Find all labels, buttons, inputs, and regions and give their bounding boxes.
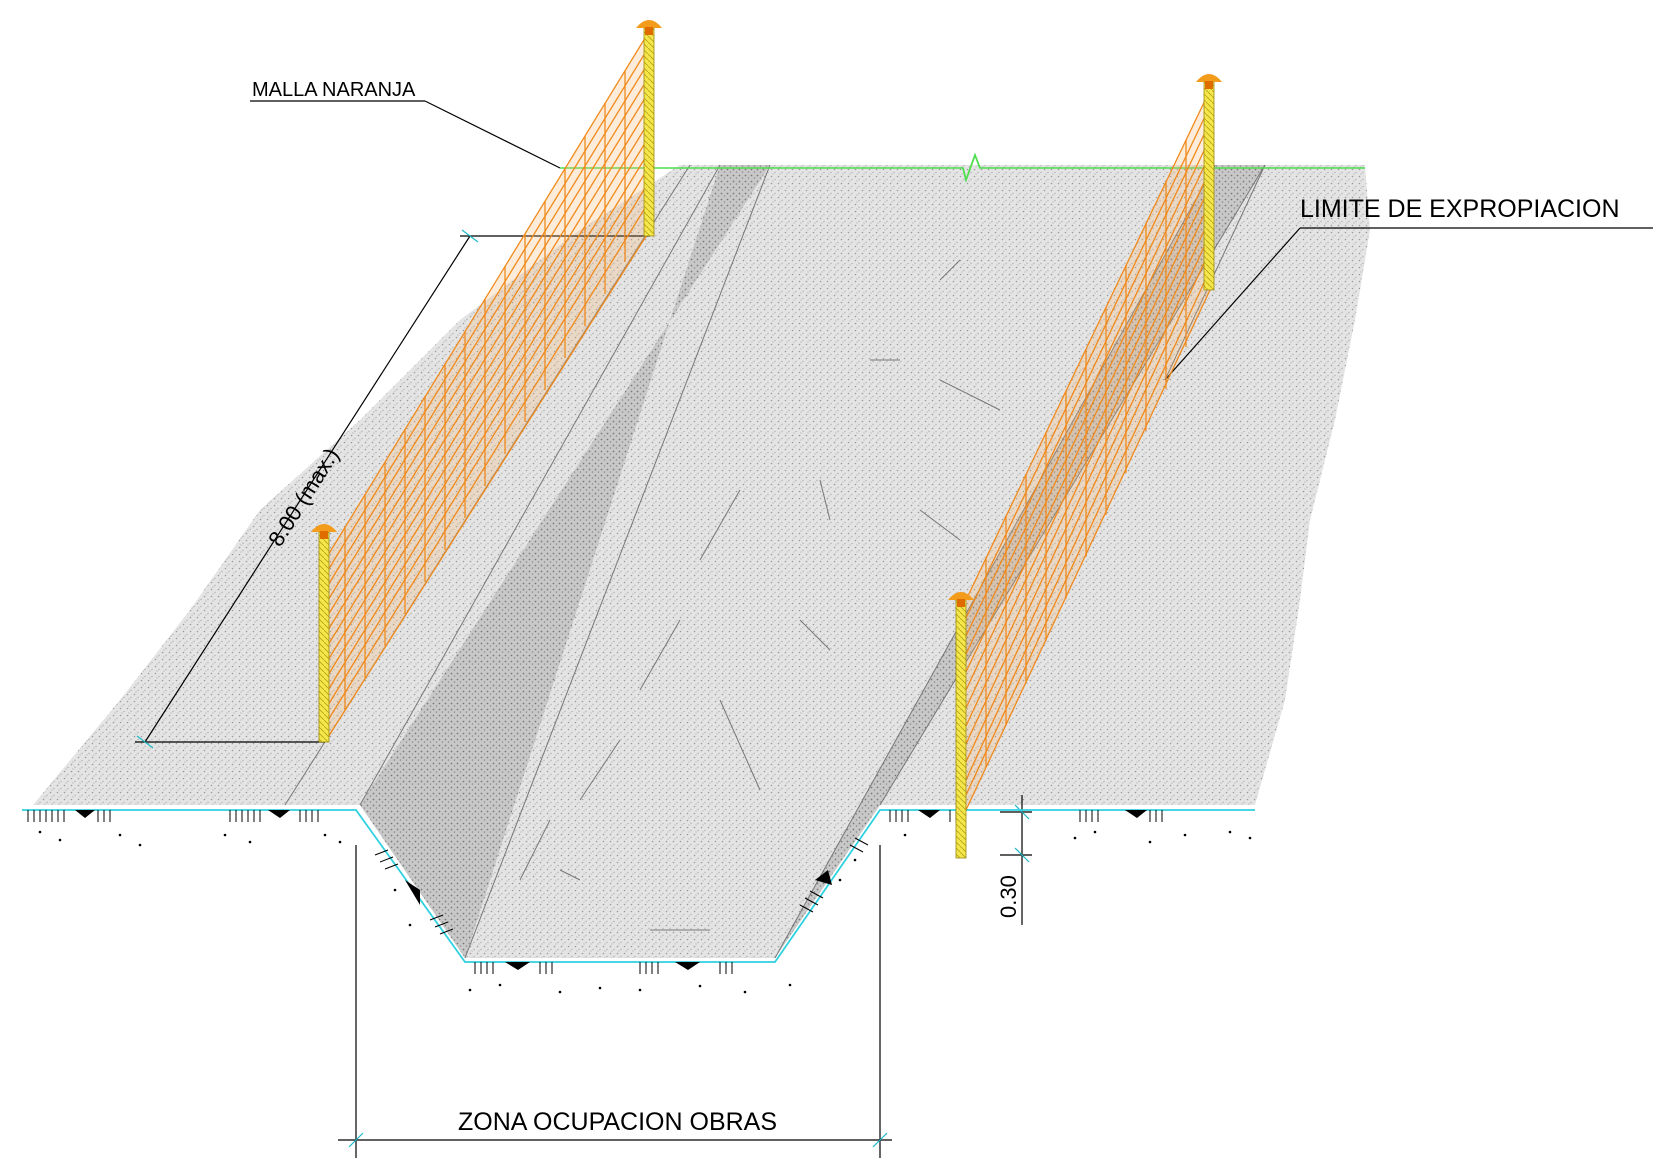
post-cap-icon <box>311 524 337 532</box>
fence-post-left-far <box>636 20 662 237</box>
soil-wedges <box>75 810 1147 970</box>
orange-mesh-right <box>965 89 1211 811</box>
embedment-depth-label: 0.30 <box>996 875 1021 918</box>
fence-post-left-near <box>311 524 337 743</box>
post-cap-icon <box>948 592 974 600</box>
post-cap-icon <box>1196 74 1222 82</box>
trench-slope-left <box>360 165 770 958</box>
terrain-surface <box>33 165 1370 958</box>
mesh-label: MALLA NARANJA <box>252 79 416 101</box>
fence-post-right-far <box>1196 74 1222 291</box>
dim-8m-line <box>144 235 471 743</box>
dimension-lines <box>135 100 1653 1158</box>
work-zone-label: ZONA OCUPACION OBRAS <box>458 1108 777 1136</box>
soil-aggregate <box>38 830 1252 994</box>
terrain-strokes <box>284 164 1266 959</box>
soil-hatch <box>27 810 1163 974</box>
orange-mesh-left <box>324 29 651 743</box>
fence-post-right-near <box>948 592 974 859</box>
break-symbol-icon <box>962 152 981 183</box>
post-cap-icon <box>636 20 662 28</box>
expropriation-limit-label: LIMITE DE EXPROPIACION <box>1300 195 1620 223</box>
